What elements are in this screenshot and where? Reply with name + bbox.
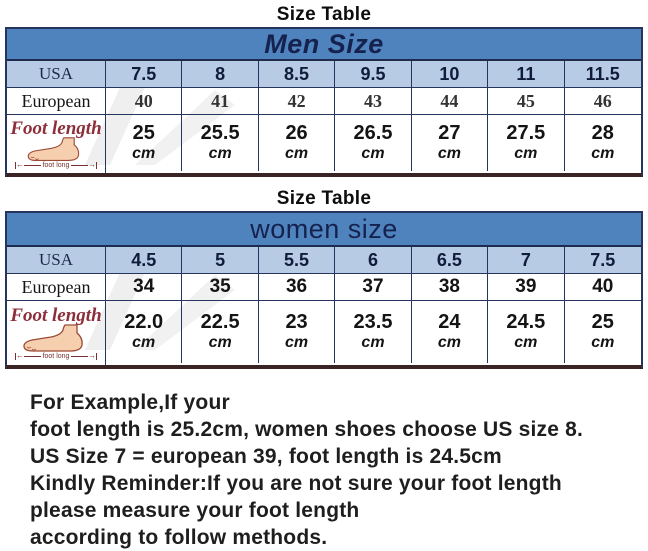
men-foot-length: 25.5 cm <box>182 114 259 171</box>
men-usa-size: 11.5 <box>564 61 641 87</box>
men-european-size: 42 <box>258 87 336 114</box>
women-usa-size: 6 <box>335 247 412 273</box>
men-european-size: 46 <box>564 87 641 114</box>
men-foot-length-label-cell: Foot length ← foot long → <box>7 114 106 173</box>
men-foot-length: 26.5 cm <box>335 114 412 171</box>
note-line: Kindly Reminder:If you are not sure your… <box>30 472 562 495</box>
women-size-grid: USA 4.5 5 5.5 6 6.5 7 7.5 European 34 35… <box>7 247 641 365</box>
women-foot-length: 22.5 cm <box>182 300 259 363</box>
women-foot-length: 23.5 cm <box>335 300 412 363</box>
foot-length-label: Foot length <box>10 304 102 326</box>
note-line: please measure your foot length <box>30 499 360 522</box>
women-usa-size: 4.5 <box>106 247 183 273</box>
men-usa-row-label: USA <box>7 61 106 87</box>
men-size-table: Men Size USA 7.5 8 8.5 9.5 10 11 11.5 Eu… <box>5 27 643 177</box>
men-foot-length: 26 cm <box>258 114 336 171</box>
note-line: according to follow methods. <box>30 526 328 549</box>
foot-long-caption: foot long <box>42 161 70 169</box>
women-usa-size: 7.5 <box>564 247 641 273</box>
men-foot-length: 28 cm <box>564 114 641 171</box>
women-size-table: women size USA 4.5 5 5.5 6 6.5 7 7.5 Eur… <box>5 211 643 369</box>
women-usa-size: 6.5 <box>411 247 489 273</box>
foot-length-label: Foot length <box>10 117 102 139</box>
women-foot-length: 22.0 cm <box>106 300 183 363</box>
women-european-size: 36 <box>258 273 336 300</box>
women-european-size: 35 <box>182 273 259 300</box>
note-line: foot length is 25.2cm, women shoes choos… <box>30 418 584 441</box>
sizing-note: For Example,If your foot length is 25.2c… <box>30 389 648 551</box>
men-european-size: 43 <box>335 87 412 114</box>
men-european-size: 41 <box>182 87 259 114</box>
men-usa-size: 8 <box>182 61 259 87</box>
men-foot-length: 25 cm <box>106 114 183 171</box>
women-usa-size: 7 <box>488 247 565 273</box>
women-foot-length: 24 cm <box>411 300 489 363</box>
watermark-icon <box>85 65 235 165</box>
men-table-title: Size Table <box>276 4 372 25</box>
men-foot-length: 27 cm <box>411 114 489 171</box>
men-usa-size: 8.5 <box>258 61 336 87</box>
women-usa-row-label: USA <box>7 247 106 273</box>
men-size-banner-label: Men Size <box>264 28 384 59</box>
foot-long-caption: foot long <box>42 352 70 360</box>
men-european-row-label: European <box>7 87 106 114</box>
note-line: US Size 7 = european 39, foot length is … <box>30 445 502 468</box>
women-usa-size: 5.5 <box>258 247 336 273</box>
men-usa-size: 7.5 <box>106 61 183 87</box>
men-usa-size: 10 <box>411 61 489 87</box>
women-european-size: 38 <box>411 273 489 300</box>
foot-icon <box>27 137 80 162</box>
women-foot-length: 24.5 cm <box>488 300 565 363</box>
foot-dimension: ← foot long → <box>15 351 98 361</box>
women-european-size: 37 <box>335 273 412 300</box>
women-size-banner-label: women size <box>250 213 398 244</box>
men-european-size: 45 <box>488 87 565 114</box>
men-size-banner: Men Size <box>7 29 641 61</box>
note-line: For Example,If your <box>30 391 230 414</box>
women-usa-size: 5 <box>182 247 259 273</box>
women-european-size: 40 <box>564 273 641 300</box>
women-foot-length: 25 cm <box>564 300 641 363</box>
women-european-size: 34 <box>106 273 183 300</box>
men-usa-size: 11 <box>488 61 565 87</box>
women-foot-length-label-cell: Foot length ← foot long → <box>7 300 106 365</box>
women-size-banner: women size <box>7 213 641 247</box>
men-foot-length: 27.5 cm <box>488 114 565 171</box>
foot-icon <box>23 324 83 353</box>
women-european-row-label: European <box>7 273 106 300</box>
foot-dimension: ← foot long → <box>15 160 98 170</box>
women-european-size: 39 <box>488 273 565 300</box>
women-foot-length: 23 cm <box>258 300 336 363</box>
men-european-size: 40 <box>106 87 183 114</box>
men-european-size: 44 <box>411 87 489 114</box>
men-usa-size: 9.5 <box>335 61 412 87</box>
women-table-title: Size Table <box>276 188 372 209</box>
men-size-grid: USA 7.5 8 8.5 9.5 10 11 11.5 European 40… <box>7 61 641 173</box>
